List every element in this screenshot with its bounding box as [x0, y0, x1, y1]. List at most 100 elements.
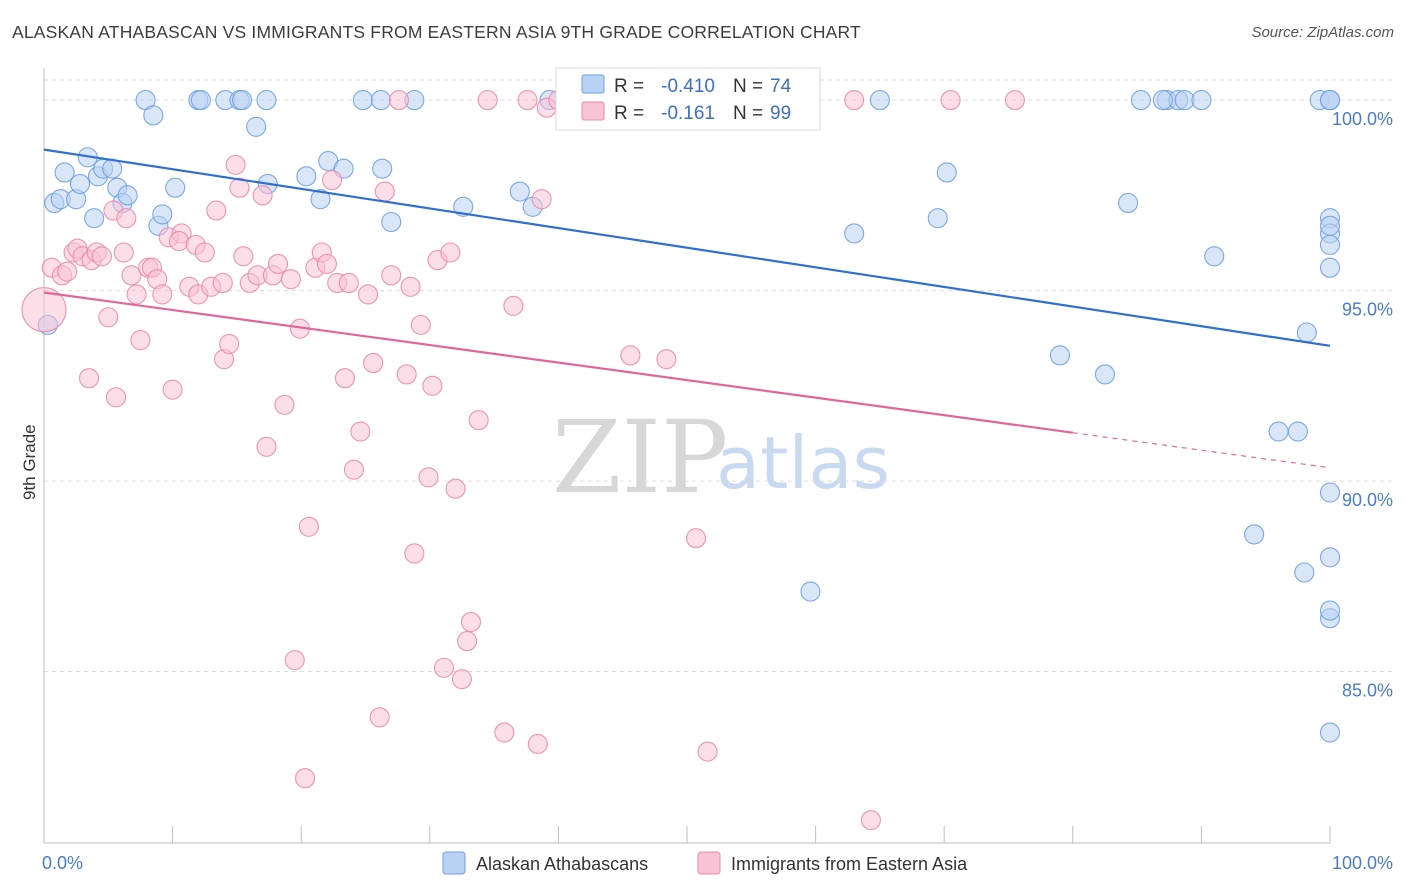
stats-r-value-eastern-asia: -0.161	[661, 103, 715, 124]
point-athabascan-28	[310, 189, 331, 210]
point-athabascan-3	[54, 162, 75, 183]
watermark-zip: ZIP	[552, 399, 728, 516]
point-eastern-asia-96	[844, 90, 865, 111]
point-athabascan-75	[1319, 234, 1341, 255]
point-eastern-asia-17	[126, 284, 147, 305]
legend-label-eastern-asia: Immigrants from Eastern Asia	[731, 854, 968, 874]
point-eastern-asia-11	[98, 307, 119, 328]
point-athabascan-37	[509, 181, 530, 202]
y-tick-label-1: 95.0%	[1342, 300, 1393, 320]
point-athabascan-58	[1244, 524, 1265, 545]
point-eastern-asia-61	[363, 352, 384, 374]
point-eastern-asia-57	[338, 272, 359, 294]
point-athabascan-54	[1174, 90, 1195, 111]
point-eastern-asia-83	[517, 90, 538, 111]
point-athabascan-34	[381, 211, 402, 233]
point-athabascan-73	[1319, 600, 1341, 621]
trend-lines	[43, 148, 1331, 469]
point-eastern-asia-65	[388, 90, 409, 111]
point-athabascan-45	[869, 90, 890, 111]
point-eastern-asia-41	[252, 185, 273, 206]
point-eastern-asia-81	[494, 722, 515, 743]
point-athabascan-24	[246, 116, 267, 137]
point-eastern-asia-71	[422, 375, 443, 396]
point-eastern-asia-18	[130, 330, 151, 351]
point-eastern-asia-22	[152, 284, 173, 305]
point-athabascan-18	[165, 177, 186, 198]
point-eastern-asia-89	[620, 345, 641, 366]
stats-n-value-athabascan: 74	[770, 76, 792, 97]
point-eastern-asia-66	[396, 364, 417, 385]
point-athabascan-13	[117, 185, 138, 206]
point-eastern-asia-15	[116, 208, 137, 229]
y-axis-title: 9th Grade	[20, 424, 39, 500]
point-eastern-asia-3	[57, 261, 78, 282]
gridlines	[44, 79, 1393, 673]
point-eastern-asia-62	[369, 707, 390, 728]
point-athabascan-61	[1294, 562, 1315, 583]
point-athabascan-55	[1152, 90, 1173, 111]
point-eastern-asia-64	[381, 265, 402, 286]
point-athabascan-5	[69, 173, 91, 194]
point-eastern-asia-16	[121, 265, 142, 286]
point-athabascan-76	[1319, 482, 1341, 503]
point-eastern-asia-42	[256, 436, 277, 457]
point-eastern-asia-79	[468, 410, 489, 431]
point-eastern-asia-85	[531, 189, 552, 210]
point-eastern-asia-50	[298, 516, 319, 537]
point-eastern-asia-35	[219, 333, 240, 354]
point-athabascan-27	[296, 166, 317, 187]
point-eastern-asia-26	[168, 231, 190, 252]
chart-source: Source: ZipAtlas.com	[1251, 24, 1394, 41]
y-tick-label-0: 100.0%	[1332, 109, 1393, 129]
point-eastern-asia-82	[503, 295, 524, 316]
point-eastern-asia-59	[350, 421, 371, 442]
bottom-legend: Alaskan Athabascans Immigrants from East…	[442, 851, 968, 875]
point-eastern-asia-73	[433, 657, 454, 678]
legend-swatch-eastern-asia	[697, 851, 721, 875]
point-athabascan-49	[1094, 364, 1115, 385]
point-athabascan-48	[1049, 345, 1070, 366]
stats-r-value-athabascan: -0.410	[661, 76, 715, 97]
point-eastern-asia-7	[78, 368, 100, 389]
axes	[43, 68, 1331, 844]
point-eastern-asia-70	[418, 467, 439, 488]
point-eastern-asia-37	[229, 177, 250, 198]
point-eastern-asia-74	[440, 242, 461, 263]
x-tick-label-100: 100.0%	[1332, 853, 1393, 873]
stats-n-label-athabascan: N =	[733, 76, 763, 97]
watermark-atlas: atlas	[716, 421, 890, 505]
point-eastern-asia-0	[21, 287, 67, 333]
data-points	[21, 90, 1341, 831]
point-athabascan-17	[152, 204, 173, 225]
point-eastern-asia-67	[400, 276, 421, 297]
point-eastern-asia-56	[334, 368, 355, 389]
x-tick-label-0: 0.0%	[42, 853, 83, 873]
point-eastern-asia-33	[212, 272, 233, 294]
point-eastern-asia-46	[280, 269, 301, 290]
point-athabascan-36	[453, 196, 474, 217]
stats-swatch-eastern-asia	[581, 101, 605, 121]
point-athabascan-60	[1287, 421, 1308, 442]
point-athabascan-72	[1319, 257, 1341, 278]
point-eastern-asia-38	[233, 246, 254, 267]
point-eastern-asia-45	[274, 394, 295, 415]
trend-line-dashed-eastern-asia	[1072, 432, 1331, 469]
trend-line-athabascan	[43, 148, 1331, 347]
point-eastern-asia-30	[194, 242, 215, 263]
chart-title: ALASKAN ATHABASCAN VS IMMIGRANTS FROM EA…	[12, 22, 861, 42]
point-eastern-asia-93	[697, 741, 718, 762]
point-athabascan-44	[844, 223, 865, 244]
point-eastern-asia-91	[656, 349, 677, 370]
point-eastern-asia-92	[685, 528, 707, 549]
point-athabascan-23	[231, 90, 253, 111]
point-eastern-asia-77	[457, 631, 478, 652]
point-athabascan-47	[936, 162, 957, 183]
point-eastern-asia-14	[113, 242, 134, 263]
point-eastern-asia-69	[410, 314, 431, 335]
point-athabascan-15	[143, 105, 164, 126]
point-athabascan-71	[1319, 215, 1341, 236]
point-athabascan-74	[1319, 90, 1341, 111]
point-eastern-asia-80	[477, 90, 498, 111]
